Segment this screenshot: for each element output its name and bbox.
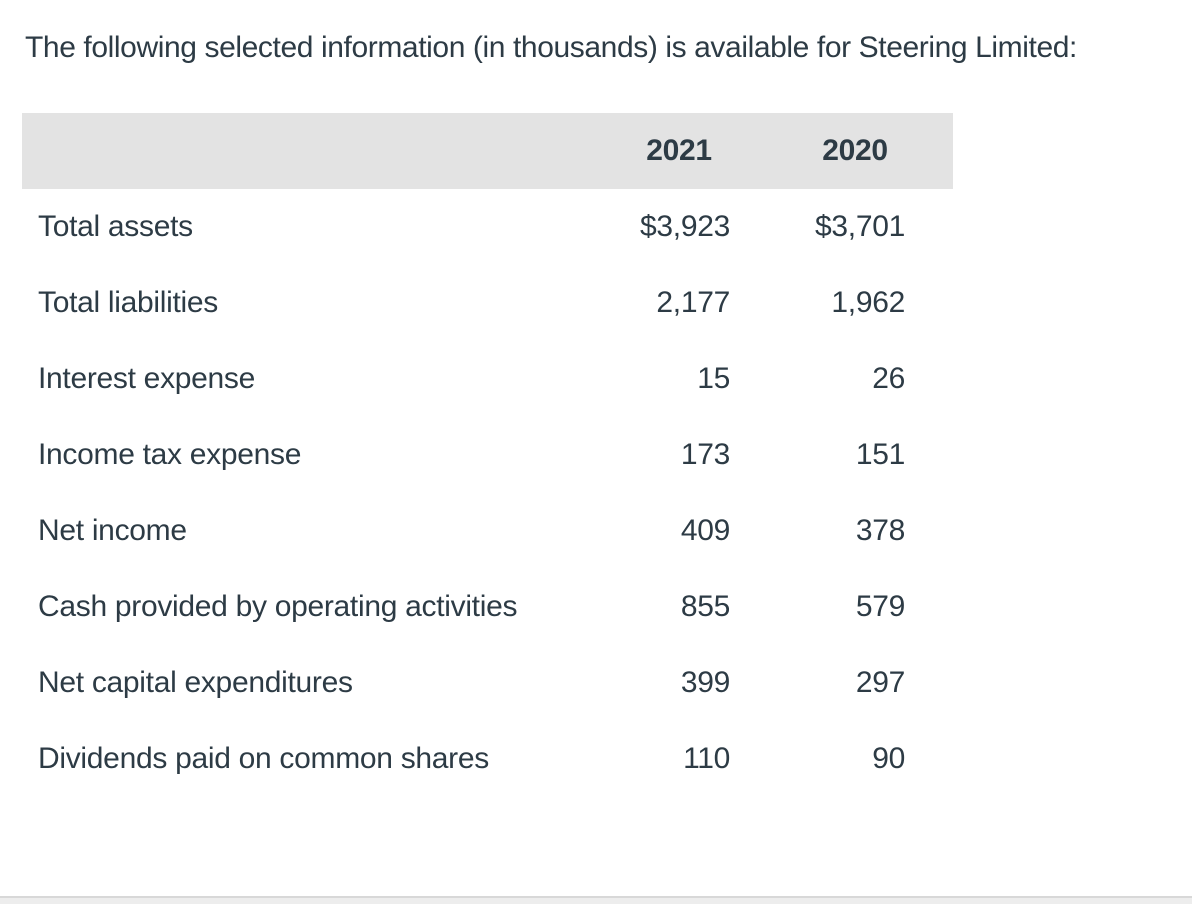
value-2021: 409 xyxy=(680,514,730,547)
table-row: Total assets $3,923 $3,701 xyxy=(22,189,953,265)
value-2021: 855 xyxy=(680,590,730,623)
table-row: Income tax expense 173 151 xyxy=(22,417,953,493)
table-row: Dividends paid on common shares 110 90 xyxy=(22,721,953,797)
table-row: Net capital expenditures 399 297 xyxy=(22,645,953,721)
row-label: Dividends paid on common shares xyxy=(38,742,489,775)
value-2020: 579 xyxy=(855,590,905,623)
value-2021: 110 xyxy=(683,742,730,775)
value-2021: $3,923 xyxy=(640,210,730,243)
value-2021: 2,177 xyxy=(656,286,730,319)
bottom-divider xyxy=(0,896,1192,904)
value-2020: 90 xyxy=(872,742,905,775)
row-label: Income tax expense xyxy=(38,438,302,471)
row-label: Total assets xyxy=(38,210,193,243)
value-2020: 151 xyxy=(855,438,905,471)
row-label: Net capital expenditures xyxy=(38,666,353,699)
value-2021: 15 xyxy=(697,362,730,395)
row-label: Net income xyxy=(38,514,187,547)
table-row: Cash provided by operating activities 85… xyxy=(22,569,953,645)
value-2021: 399 xyxy=(680,666,730,699)
value-2020: 1,962 xyxy=(831,286,905,319)
column-header-2020: 2020 xyxy=(822,134,888,167)
value-2021: 173 xyxy=(680,438,730,471)
value-2020: 26 xyxy=(872,362,905,395)
table-header-row: 2021 2020 xyxy=(22,113,953,189)
column-header-2021: 2021 xyxy=(646,134,712,167)
value-2020: 378 xyxy=(855,514,905,547)
row-label: Total liabilities xyxy=(38,286,218,319)
row-label: Interest expense xyxy=(38,362,256,395)
table-row: Interest expense 15 26 xyxy=(22,341,953,417)
table-row: Net income 409 378 xyxy=(22,493,953,569)
value-2020: $3,701 xyxy=(815,210,905,243)
financial-table: 2021 2020 Total assets $3,923 $3,701 Tot… xyxy=(22,113,953,797)
row-label: Cash provided by operating activities xyxy=(38,590,518,623)
value-2020: 297 xyxy=(855,666,905,699)
table-row: Total liabilities 2,177 1,962 xyxy=(22,265,953,341)
question-intro-text: The following selected information (in t… xyxy=(25,31,1077,64)
